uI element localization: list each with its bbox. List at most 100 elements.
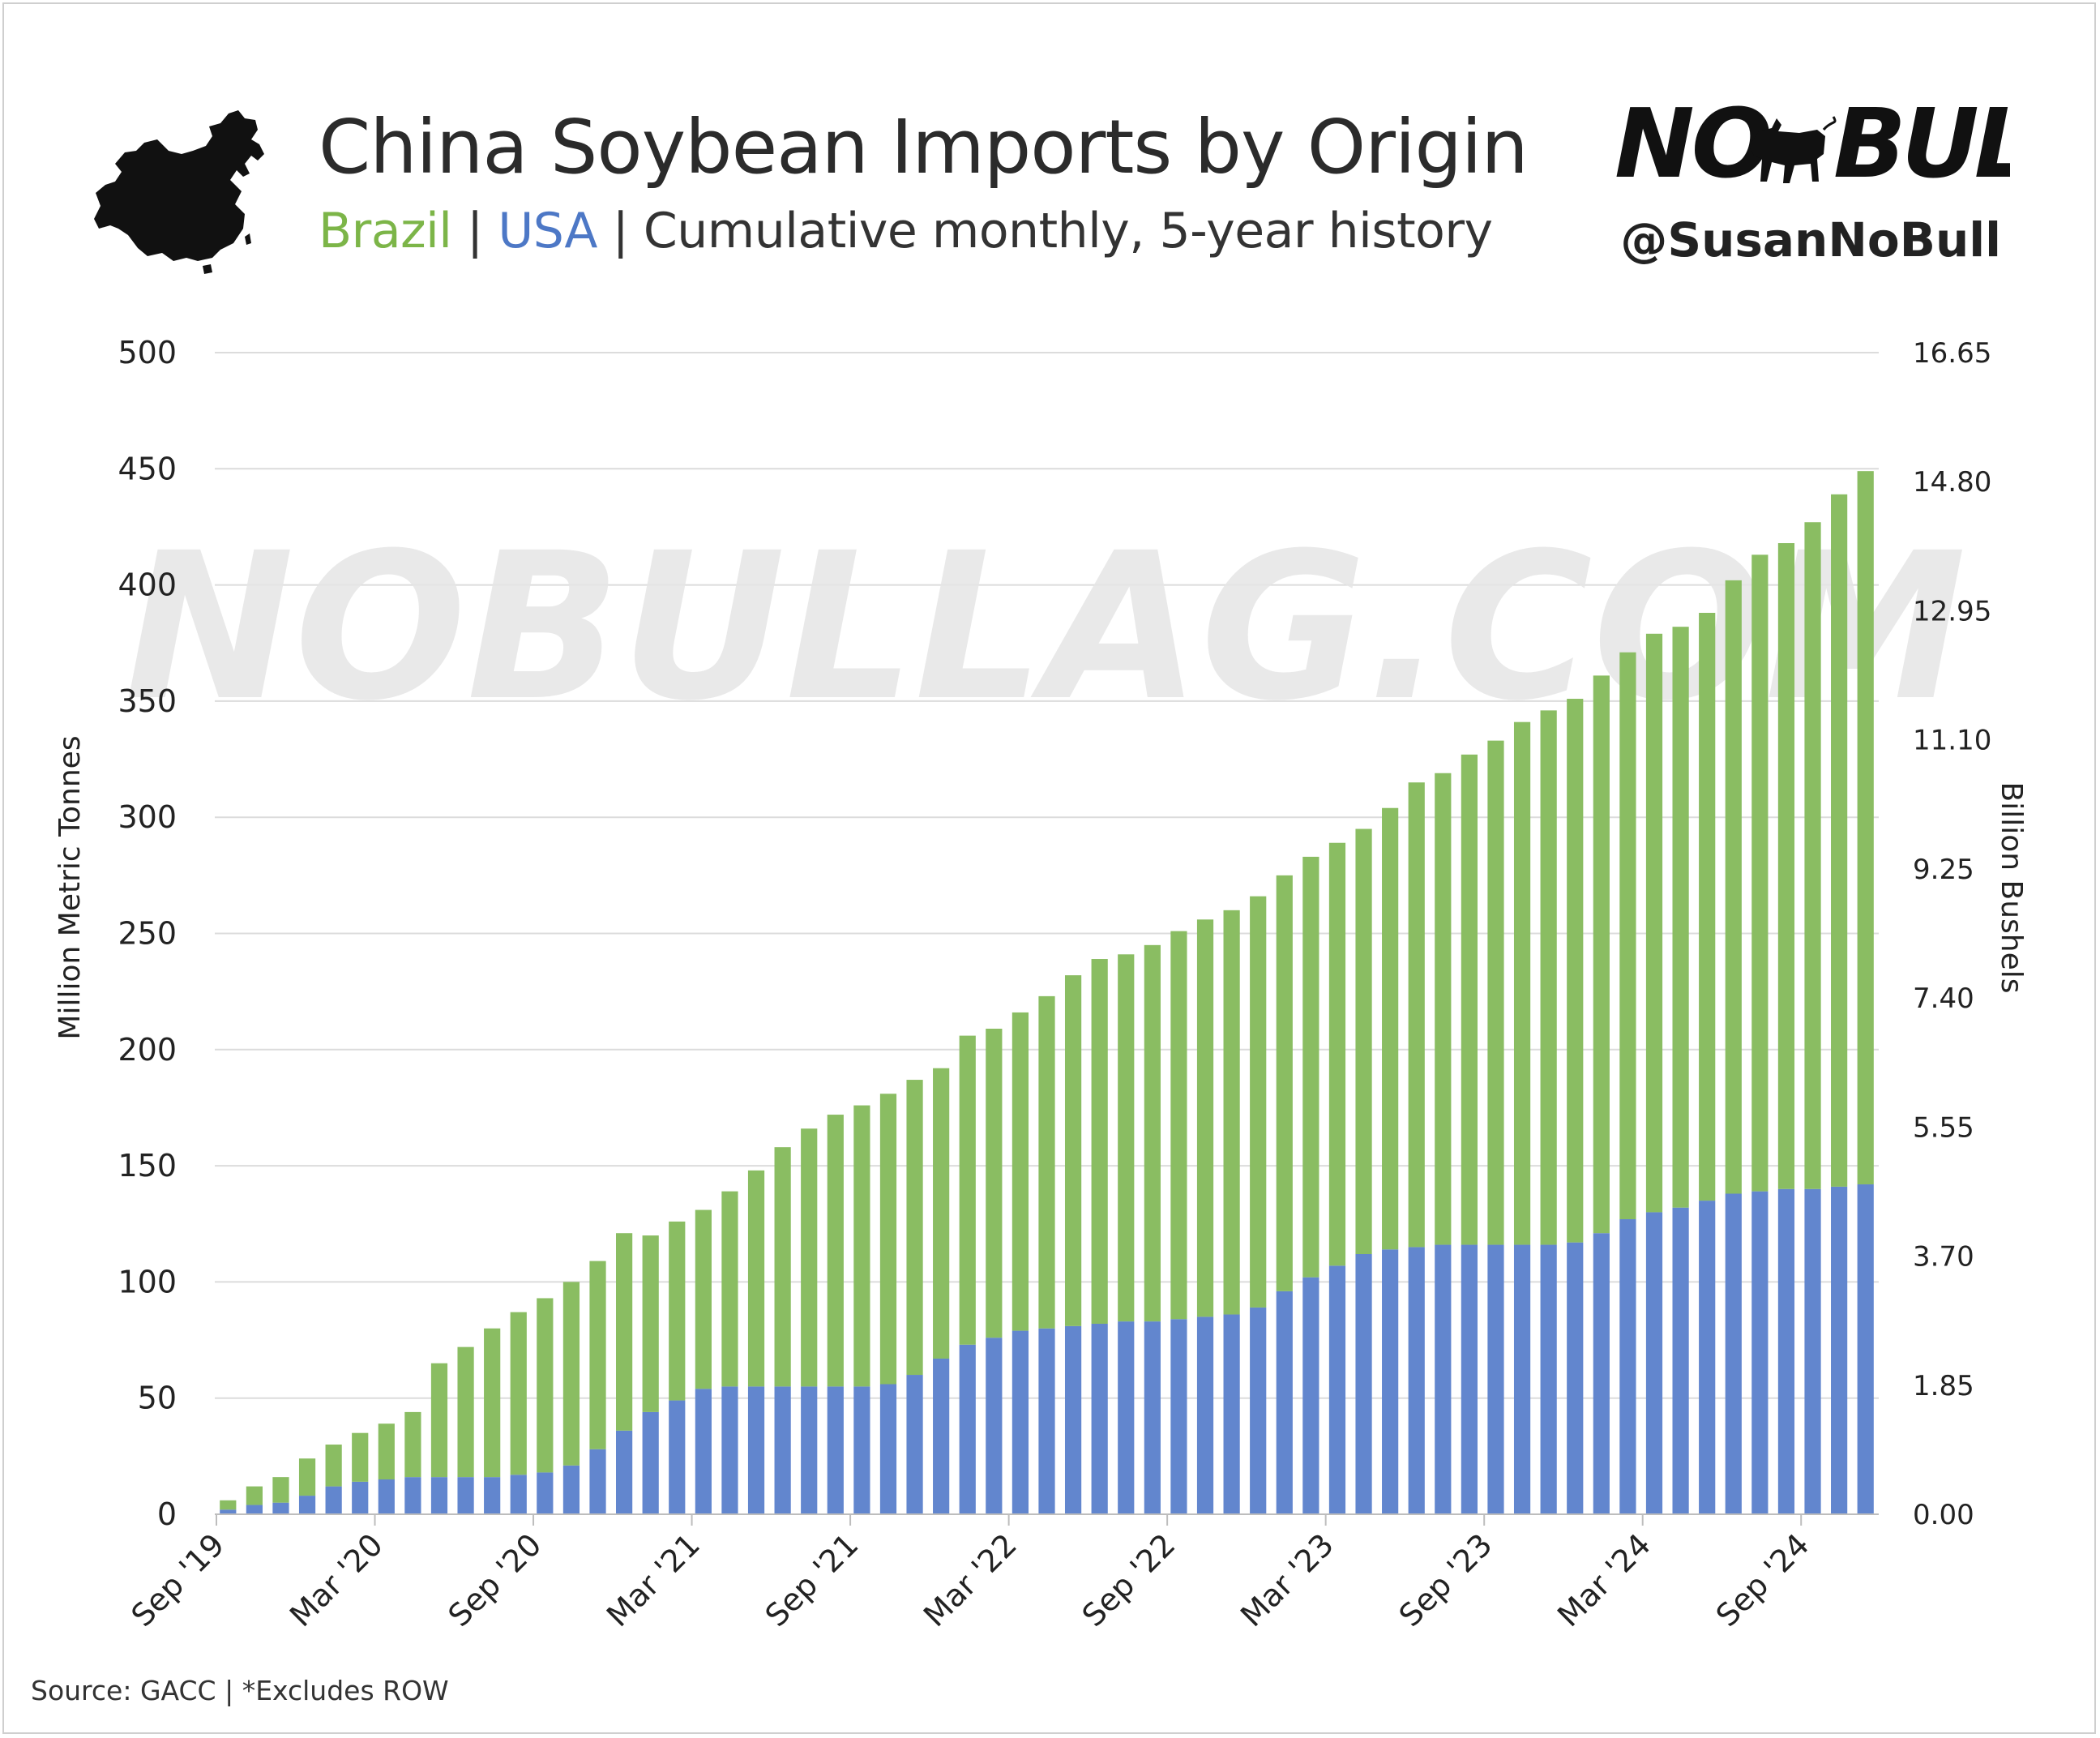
x-tick-label: Sep '19 [124, 1526, 231, 1633]
y-tick-label: 100 [118, 1264, 177, 1299]
watermark-text: NOBULLAG.COM [125, 509, 1966, 745]
bar-usa [1091, 1323, 1108, 1514]
china-map-icon [94, 110, 264, 274]
y2-tick-label: 1.85 [1913, 1370, 1974, 1402]
bar-usa [272, 1502, 289, 1514]
bar-brazil [1593, 675, 1610, 1234]
bar-usa [695, 1389, 712, 1514]
bars [220, 471, 1874, 1514]
x-tick-label: Mar '24 [1550, 1526, 1657, 1633]
y2-tick-label: 9.25 [1913, 854, 1974, 886]
bar-brazil [1751, 554, 1769, 1192]
bar-usa [906, 1375, 923, 1514]
bar-usa [669, 1400, 686, 1514]
bar-usa [1540, 1244, 1557, 1514]
bar-usa [1699, 1201, 1716, 1514]
bar-usa [1276, 1291, 1293, 1514]
bar-usa [1223, 1314, 1240, 1514]
bar-brazil [404, 1411, 421, 1478]
bar-usa [1408, 1247, 1425, 1514]
bar-brazil [669, 1221, 686, 1401]
y2-tick-label: 0.00 [1913, 1499, 1974, 1531]
bar-brazil [325, 1445, 342, 1487]
bar-brazil [589, 1261, 606, 1449]
bar-brazil [1170, 931, 1187, 1320]
bar-usa [1196, 1316, 1214, 1514]
bar-brazil [484, 1328, 501, 1478]
bar-usa [642, 1411, 659, 1514]
twitter-handle: @SusanNoBull [1620, 212, 2001, 268]
bar-brazil [1567, 699, 1584, 1243]
bar-usa [1672, 1207, 1689, 1514]
logo-text-left: NO [1615, 88, 1770, 195]
bar-usa [1302, 1277, 1319, 1514]
bar-brazil [272, 1477, 289, 1503]
y-tick-label: 450 [118, 451, 177, 486]
bar-brazil [1804, 522, 1821, 1189]
bar-brazil [562, 1282, 580, 1466]
x-tick-label: Mar '22 [917, 1526, 1024, 1633]
bar-usa [1435, 1244, 1452, 1514]
bar-usa [1593, 1233, 1610, 1514]
bar-usa [430, 1477, 448, 1514]
y-tick-label: 150 [118, 1148, 177, 1184]
y2-tick-label: 5.55 [1913, 1111, 1974, 1144]
bar-brazil [879, 1094, 897, 1385]
bar-usa [562, 1465, 580, 1514]
bar-usa [1064, 1325, 1082, 1514]
bar-brazil [1276, 875, 1293, 1291]
bar-brazil [298, 1458, 316, 1496]
bar-brazil [1091, 959, 1108, 1324]
y-tick-label: 200 [118, 1032, 177, 1068]
bar-brazil [1012, 1012, 1029, 1331]
bar-brazil [1144, 944, 1161, 1322]
subtitle-usa: USA [498, 203, 597, 259]
x-tick-label: Sep '22 [1076, 1526, 1183, 1633]
bar-usa [1567, 1242, 1584, 1514]
bar-usa [1250, 1307, 1267, 1514]
bar-usa [1645, 1212, 1663, 1514]
bar-usa [1831, 1186, 1848, 1514]
bar-brazil [1250, 896, 1267, 1308]
bar-brazil [1619, 652, 1636, 1220]
bar-brazil [1645, 633, 1663, 1213]
bar-brazil [1513, 721, 1531, 1245]
bar-usa [1038, 1328, 1055, 1514]
x-tick-label: Mar '21 [600, 1526, 707, 1633]
bar-brazil [246, 1486, 263, 1505]
y-tick-label: 500 [118, 335, 177, 370]
bar-brazil [510, 1312, 527, 1475]
x-tick-label: Mar '23 [1234, 1526, 1341, 1633]
source-note: Source: GACC | *Excludes ROW [31, 1675, 449, 1706]
bar-usa [510, 1475, 527, 1514]
y2-axis-label: Billion Bushels [1995, 782, 2028, 994]
bar-brazil [1196, 919, 1214, 1317]
bar-usa [801, 1386, 818, 1514]
bar-brazil [352, 1432, 369, 1482]
bar-brazil [616, 1233, 633, 1431]
y2-tick-label: 14.80 [1913, 466, 1991, 499]
bar-usa [1857, 1184, 1874, 1514]
chart-subtitle: Brazil | USA | Cumulative monthly, 5-yea… [319, 203, 1493, 259]
bar-brazil [801, 1128, 818, 1387]
bar-usa [1461, 1244, 1478, 1514]
logo-text-right: BULL [1833, 88, 2010, 195]
bar-brazil [1831, 494, 1848, 1187]
bar-usa [325, 1486, 342, 1514]
bar-usa [879, 1384, 897, 1514]
bar-brazil [827, 1115, 844, 1387]
subtitle-separator: | [612, 203, 629, 259]
bar-brazil [1461, 754, 1478, 1245]
bar-usa [827, 1386, 844, 1514]
bar-brazil [1118, 954, 1135, 1322]
bar-brazil [695, 1209, 712, 1389]
bar-brazil [1408, 782, 1425, 1248]
bar-usa [537, 1472, 554, 1514]
bar-usa [933, 1358, 950, 1514]
bar-brazil [747, 1170, 765, 1387]
x-tick-label: Sep '23 [1392, 1526, 1499, 1633]
y-tick-label: 0 [157, 1496, 177, 1532]
bar-usa [1487, 1244, 1504, 1514]
bar-usa [1170, 1319, 1187, 1514]
bar-brazil [1382, 807, 1399, 1250]
